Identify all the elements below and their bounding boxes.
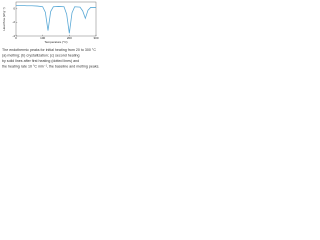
y-tick-label: -4 xyxy=(12,34,15,38)
x-tick-label: 100 xyxy=(40,36,45,40)
data-line xyxy=(16,5,96,34)
x-tick-label: 200 xyxy=(67,36,72,40)
caption-line: by solid lines after first heating (dott… xyxy=(2,59,79,63)
figure: Heat flow (W g⁻¹) Temperature (°C) The e… xyxy=(2,1,99,69)
x-tick-label: 0 xyxy=(15,36,17,40)
plot-frame xyxy=(15,1,97,37)
x-tick-label: 300 xyxy=(93,36,98,40)
y-tick-label: -2 xyxy=(12,20,15,24)
caption-line: (a) melting; (b) crystallization; (c) se… xyxy=(2,53,80,57)
caption-line: the heating rate 10 °C min⁻¹, the baseli… xyxy=(2,64,99,68)
caption-line: The endothermic peaks for initial heatin… xyxy=(2,48,96,52)
y-axis-label: Heat flow (W g⁻¹) xyxy=(2,7,6,30)
y-tick-label: 0 xyxy=(13,7,15,11)
caption: The endothermic peaks for initial heatin… xyxy=(2,48,99,69)
x-axis-label: Temperature (°C) xyxy=(44,40,67,44)
